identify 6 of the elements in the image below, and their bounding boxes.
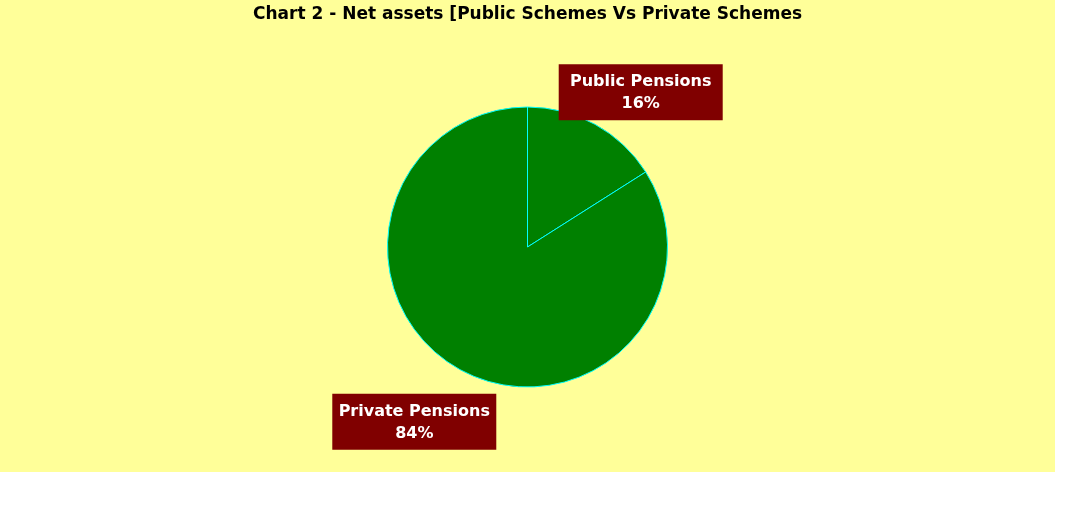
chart-title: Chart 2 - Net assets [Public Schemes Vs Private Schemes xyxy=(252,3,803,23)
data-label: 16% xyxy=(621,93,660,113)
slice-label: Public Pensions xyxy=(569,71,712,91)
slice-label: Private Pensions xyxy=(338,400,490,420)
data-label: 84% xyxy=(395,422,434,442)
pie-slice xyxy=(387,106,668,388)
